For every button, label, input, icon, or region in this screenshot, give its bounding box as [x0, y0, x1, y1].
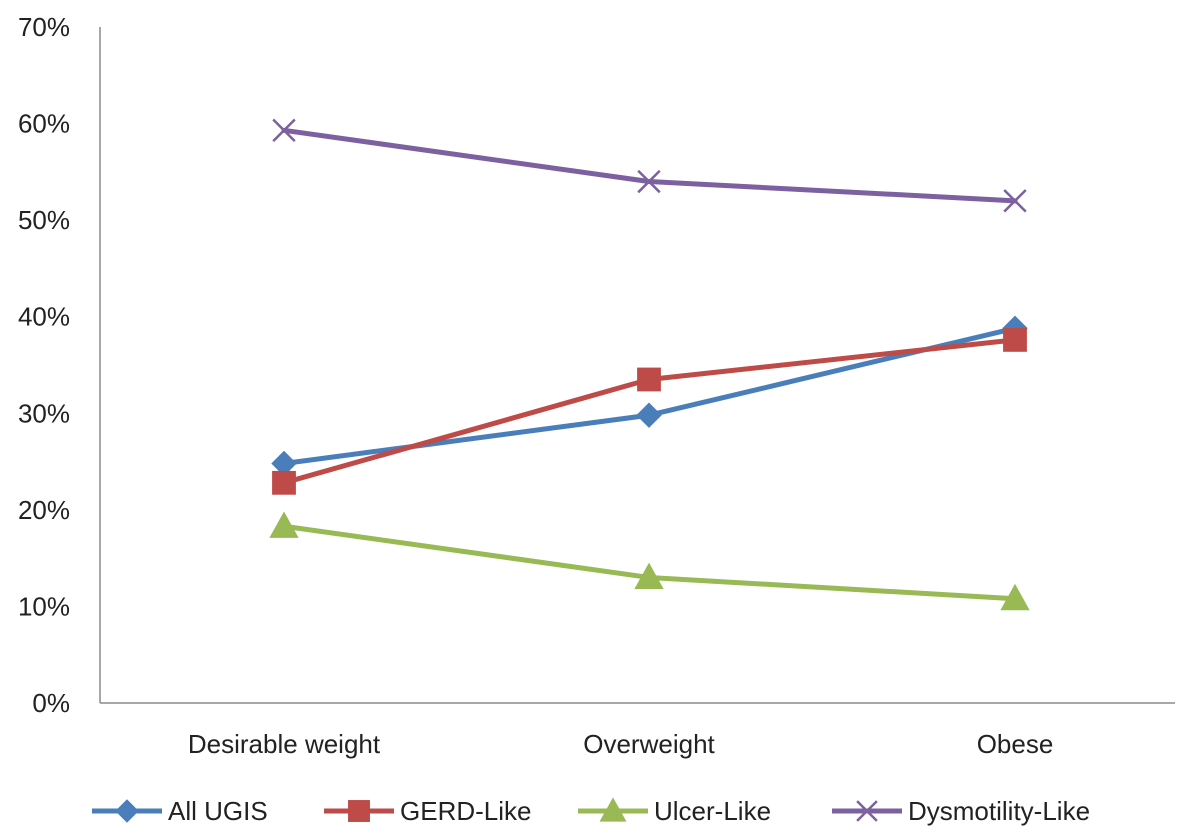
data-point-triangle — [1000, 583, 1030, 611]
x-tick-label: Desirable weight — [188, 729, 381, 759]
legend-label: GERD-Like — [400, 796, 531, 826]
legend-marker-x — [856, 800, 878, 822]
data-point-x — [1003, 189, 1027, 213]
axes — [99, 27, 1175, 704]
x-tick-label: Overweight — [583, 729, 715, 759]
legend: All UGIS GERD-Like Ulcer-Like Dysmotility-L… — [92, 796, 1090, 826]
series-lines — [269, 118, 1030, 611]
x-tick-labels: Desirable weight Overweight Obese — [188, 729, 1053, 759]
data-point-x — [272, 118, 296, 143]
y-tick-label: 10% — [18, 591, 70, 621]
data-point-diamond — [636, 402, 662, 428]
legend-label: Dysmotility-Like — [908, 796, 1090, 826]
legend-marker-triangle — [599, 797, 627, 822]
y-tick-label: 30% — [18, 398, 70, 428]
data-point-triangle — [634, 562, 664, 589]
legend-marker-diamond — [115, 799, 139, 823]
series-line — [281, 127, 1018, 204]
y-tick-label: 20% — [18, 495, 70, 525]
y-tick-label: 60% — [18, 109, 70, 139]
legend-entry: GERD-Like — [324, 796, 531, 826]
series-line — [281, 325, 1018, 467]
data-point-square — [637, 367, 661, 392]
y-tick-label: 40% — [18, 302, 70, 332]
data-point-square — [272, 470, 296, 495]
legend-marker-square — [348, 800, 370, 822]
legend-entry: Ulcer-Like — [578, 796, 771, 826]
y-tick-label: 70% — [18, 12, 70, 42]
data-point-triangle — [269, 511, 299, 538]
legend-label: Ulcer-Like — [654, 796, 771, 826]
y-tick-label: 0% — [32, 688, 70, 718]
data-point-square — [1003, 327, 1027, 352]
x-tick-label: Obese — [977, 729, 1054, 759]
data-point-x — [637, 169, 661, 194]
y-tick-labels: 0% 10% 20% 30% 40% 50% 60% 70% — [18, 12, 70, 718]
series-ulcer-like — [269, 511, 1030, 611]
y-tick-label: 50% — [18, 205, 70, 235]
legend-label: All UGIS — [168, 796, 268, 826]
series-dysmotility-like — [272, 118, 1027, 213]
legend-entry: Dysmotility-Like — [832, 796, 1090, 826]
series-gerd-like — [272, 327, 1027, 495]
legend-entry: All UGIS — [92, 796, 268, 826]
